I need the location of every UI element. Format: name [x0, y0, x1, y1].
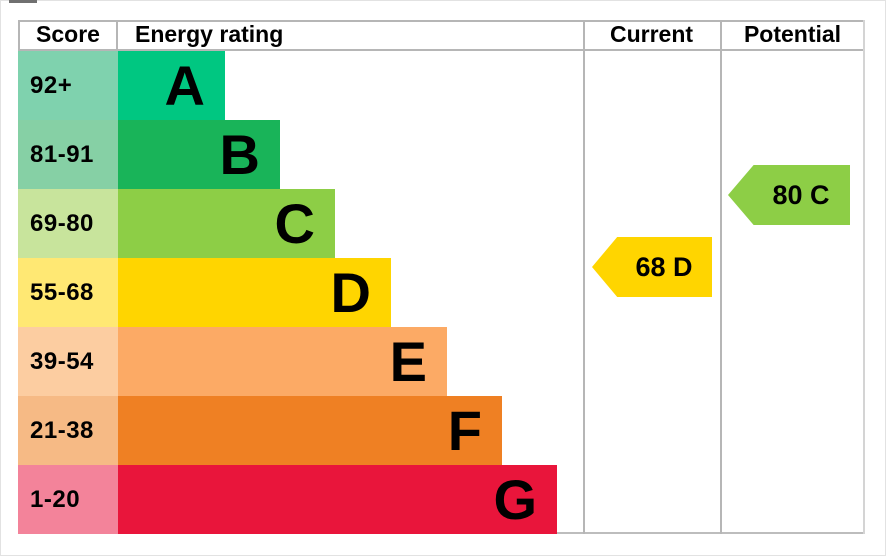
band-row-f: 21-38 F [18, 396, 583, 465]
header-underline [18, 49, 865, 51]
band-f-score-range: 21-38 [18, 396, 118, 465]
band-d-bar: D [118, 258, 391, 327]
table-top-border [18, 20, 865, 22]
potential-rating-label: 80 C [772, 179, 830, 210]
score-column-header: Score [18, 20, 118, 49]
band-c-bar: C [118, 189, 335, 258]
current-rating-label: 68 D [635, 251, 693, 282]
potential-column-header: Potential [743, 21, 842, 47]
potential-rating-arrow: 80 C [728, 165, 850, 225]
band-e-score-range: 39-54 [18, 327, 118, 396]
band-d-score-range: 55-68 [18, 258, 118, 327]
epc-table: Score Energy rating Current Potential 92… [18, 20, 865, 534]
energy-rating-column-header: Energy rating [135, 21, 284, 47]
band-a-bar: A [118, 51, 225, 120]
potential-column-divider [720, 20, 722, 534]
current-rating-arrow: 68 D [592, 237, 712, 297]
band-a-score-range: 92+ [18, 51, 118, 120]
band-e-bar: E [118, 327, 447, 396]
band-row-e: 39-54 E [18, 327, 583, 396]
band-b-bar: B [118, 120, 280, 189]
band-row-b: 81-91 B [18, 120, 583, 189]
band-f-bar: F [118, 396, 502, 465]
band-c-score-range: 69-80 [18, 189, 118, 258]
table-right-border [863, 20, 865, 534]
band-g-score-range: 1-20 [18, 465, 118, 534]
current-column-divider [583, 20, 585, 534]
band-row-d: 55-68 D [18, 258, 583, 327]
band-row-c: 69-80 C [18, 189, 583, 258]
band-row-g: 1-20 G [18, 465, 583, 534]
band-row-a: 92+ A [18, 51, 583, 120]
crop-artifact [9, 0, 37, 3]
current-column-header: Current [609, 21, 694, 47]
band-b-score-range: 81-91 [18, 120, 118, 189]
band-g-bar: G [118, 465, 557, 534]
